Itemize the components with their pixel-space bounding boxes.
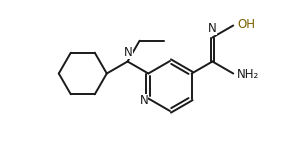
Text: OH: OH: [237, 18, 255, 31]
Text: NH₂: NH₂: [237, 68, 260, 81]
Text: N: N: [208, 22, 217, 35]
Text: N: N: [140, 94, 148, 107]
Text: N: N: [124, 46, 133, 59]
